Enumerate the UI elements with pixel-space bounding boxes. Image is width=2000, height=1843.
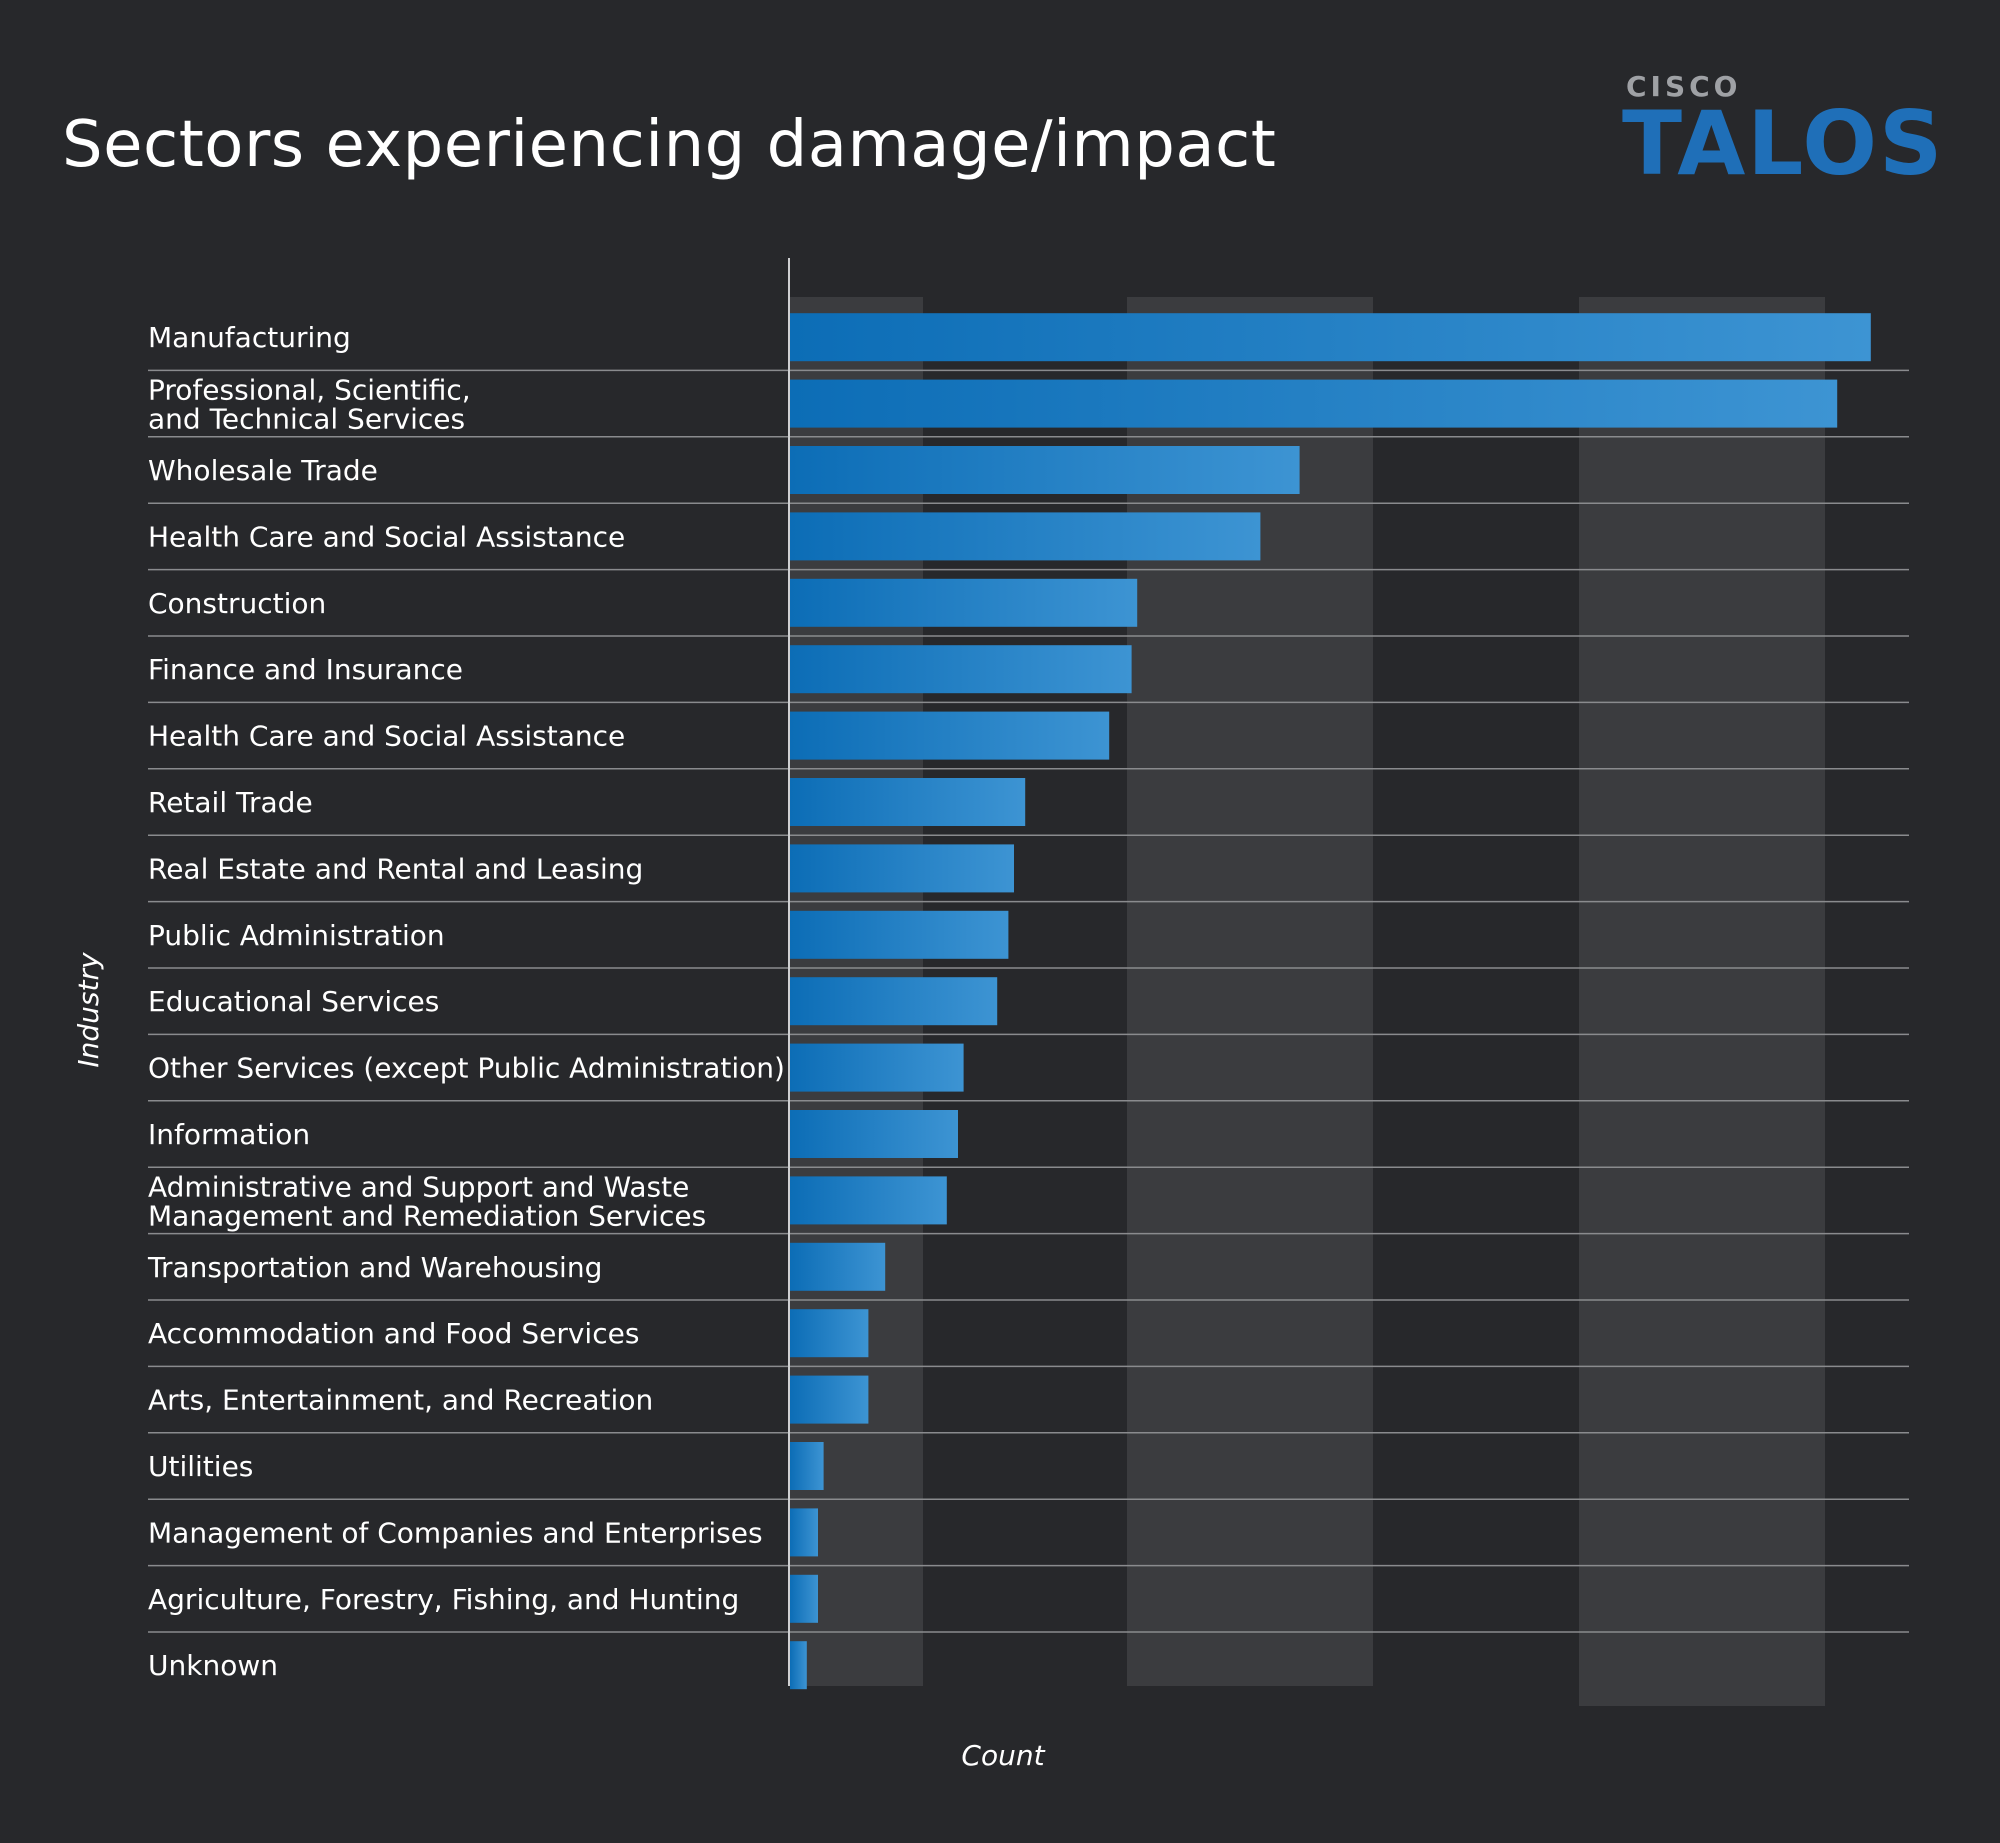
category-label: Retail Trade: [148, 786, 313, 819]
category-labels: Manufacturing Professional, Scientific, an…: [147, 321, 785, 1682]
category-label: Health Care and Social Assistance: [148, 720, 625, 753]
bar: [790, 1110, 958, 1158]
background-band: [1579, 297, 1825, 1706]
category-label: Transportation and Warehousing: [147, 1251, 602, 1284]
bar: [790, 645, 1132, 694]
cisco-talos-logo: CISCO TALOS: [1622, 70, 1942, 195]
bar: [790, 379, 1838, 428]
chart-title: Sectors experiencing damage/impact: [62, 108, 1277, 182]
bar: [790, 1242, 886, 1291]
bars: [790, 313, 1871, 1690]
row-separators: [148, 369, 1909, 1633]
category-label: Construction: [148, 587, 326, 620]
bar: [790, 313, 1871, 362]
bar: [790, 844, 1014, 893]
category-label: Administrative and Support and Waste Mana…: [148, 1170, 706, 1232]
bar: [790, 977, 998, 1026]
category-label: Utilities: [148, 1450, 253, 1483]
y-axis-title: Industry: [72, 952, 105, 1068]
category-label: Professional, Scientific, and Technical S…: [148, 374, 471, 436]
category-label: Real Estate and Rental and Leasing: [148, 852, 643, 885]
category-label: Finance and Insurance: [148, 653, 463, 686]
category-label: Unknown: [148, 1649, 278, 1682]
category-label: Educational Services: [148, 985, 439, 1018]
category-label: Accommodation and Food Services: [148, 1317, 639, 1350]
category-label: Management of Companies and Enterprises: [148, 1516, 763, 1549]
bar: [790, 1641, 807, 1690]
category-label: Manufacturing: [148, 321, 351, 354]
bar: [790, 512, 1261, 561]
bar: [790, 446, 1300, 494]
x-axis-title: Count: [961, 1739, 1045, 1772]
logo-cisco-text: CISCO: [1626, 70, 1742, 103]
bar: [790, 711, 1110, 760]
category-label: Arts, Entertainment, and Recreation: [148, 1384, 653, 1417]
category-label: Other Services (except Public Administra…: [148, 1052, 785, 1085]
bar: [790, 1309, 869, 1358]
bar: [790, 1375, 869, 1424]
category-label: Wholesale Trade: [148, 454, 378, 487]
category-label: Agriculture, Forestry, Fishing, and Hunt…: [148, 1583, 739, 1616]
category-label: Public Administration: [148, 919, 445, 952]
bar: [790, 1442, 824, 1490]
background-band: [1127, 297, 1373, 1686]
bar: [790, 578, 1138, 627]
category-label: Information: [148, 1118, 310, 1151]
category-label: Health Care and Social Assistance: [148, 520, 625, 553]
bar: [790, 1043, 964, 1092]
bar: [790, 778, 1026, 826]
bar: [790, 910, 1009, 959]
bar: [790, 1574, 818, 1623]
bar: [790, 1508, 818, 1557]
logo-talos-text: TALOS: [1622, 92, 1945, 195]
bar: [790, 1176, 947, 1225]
